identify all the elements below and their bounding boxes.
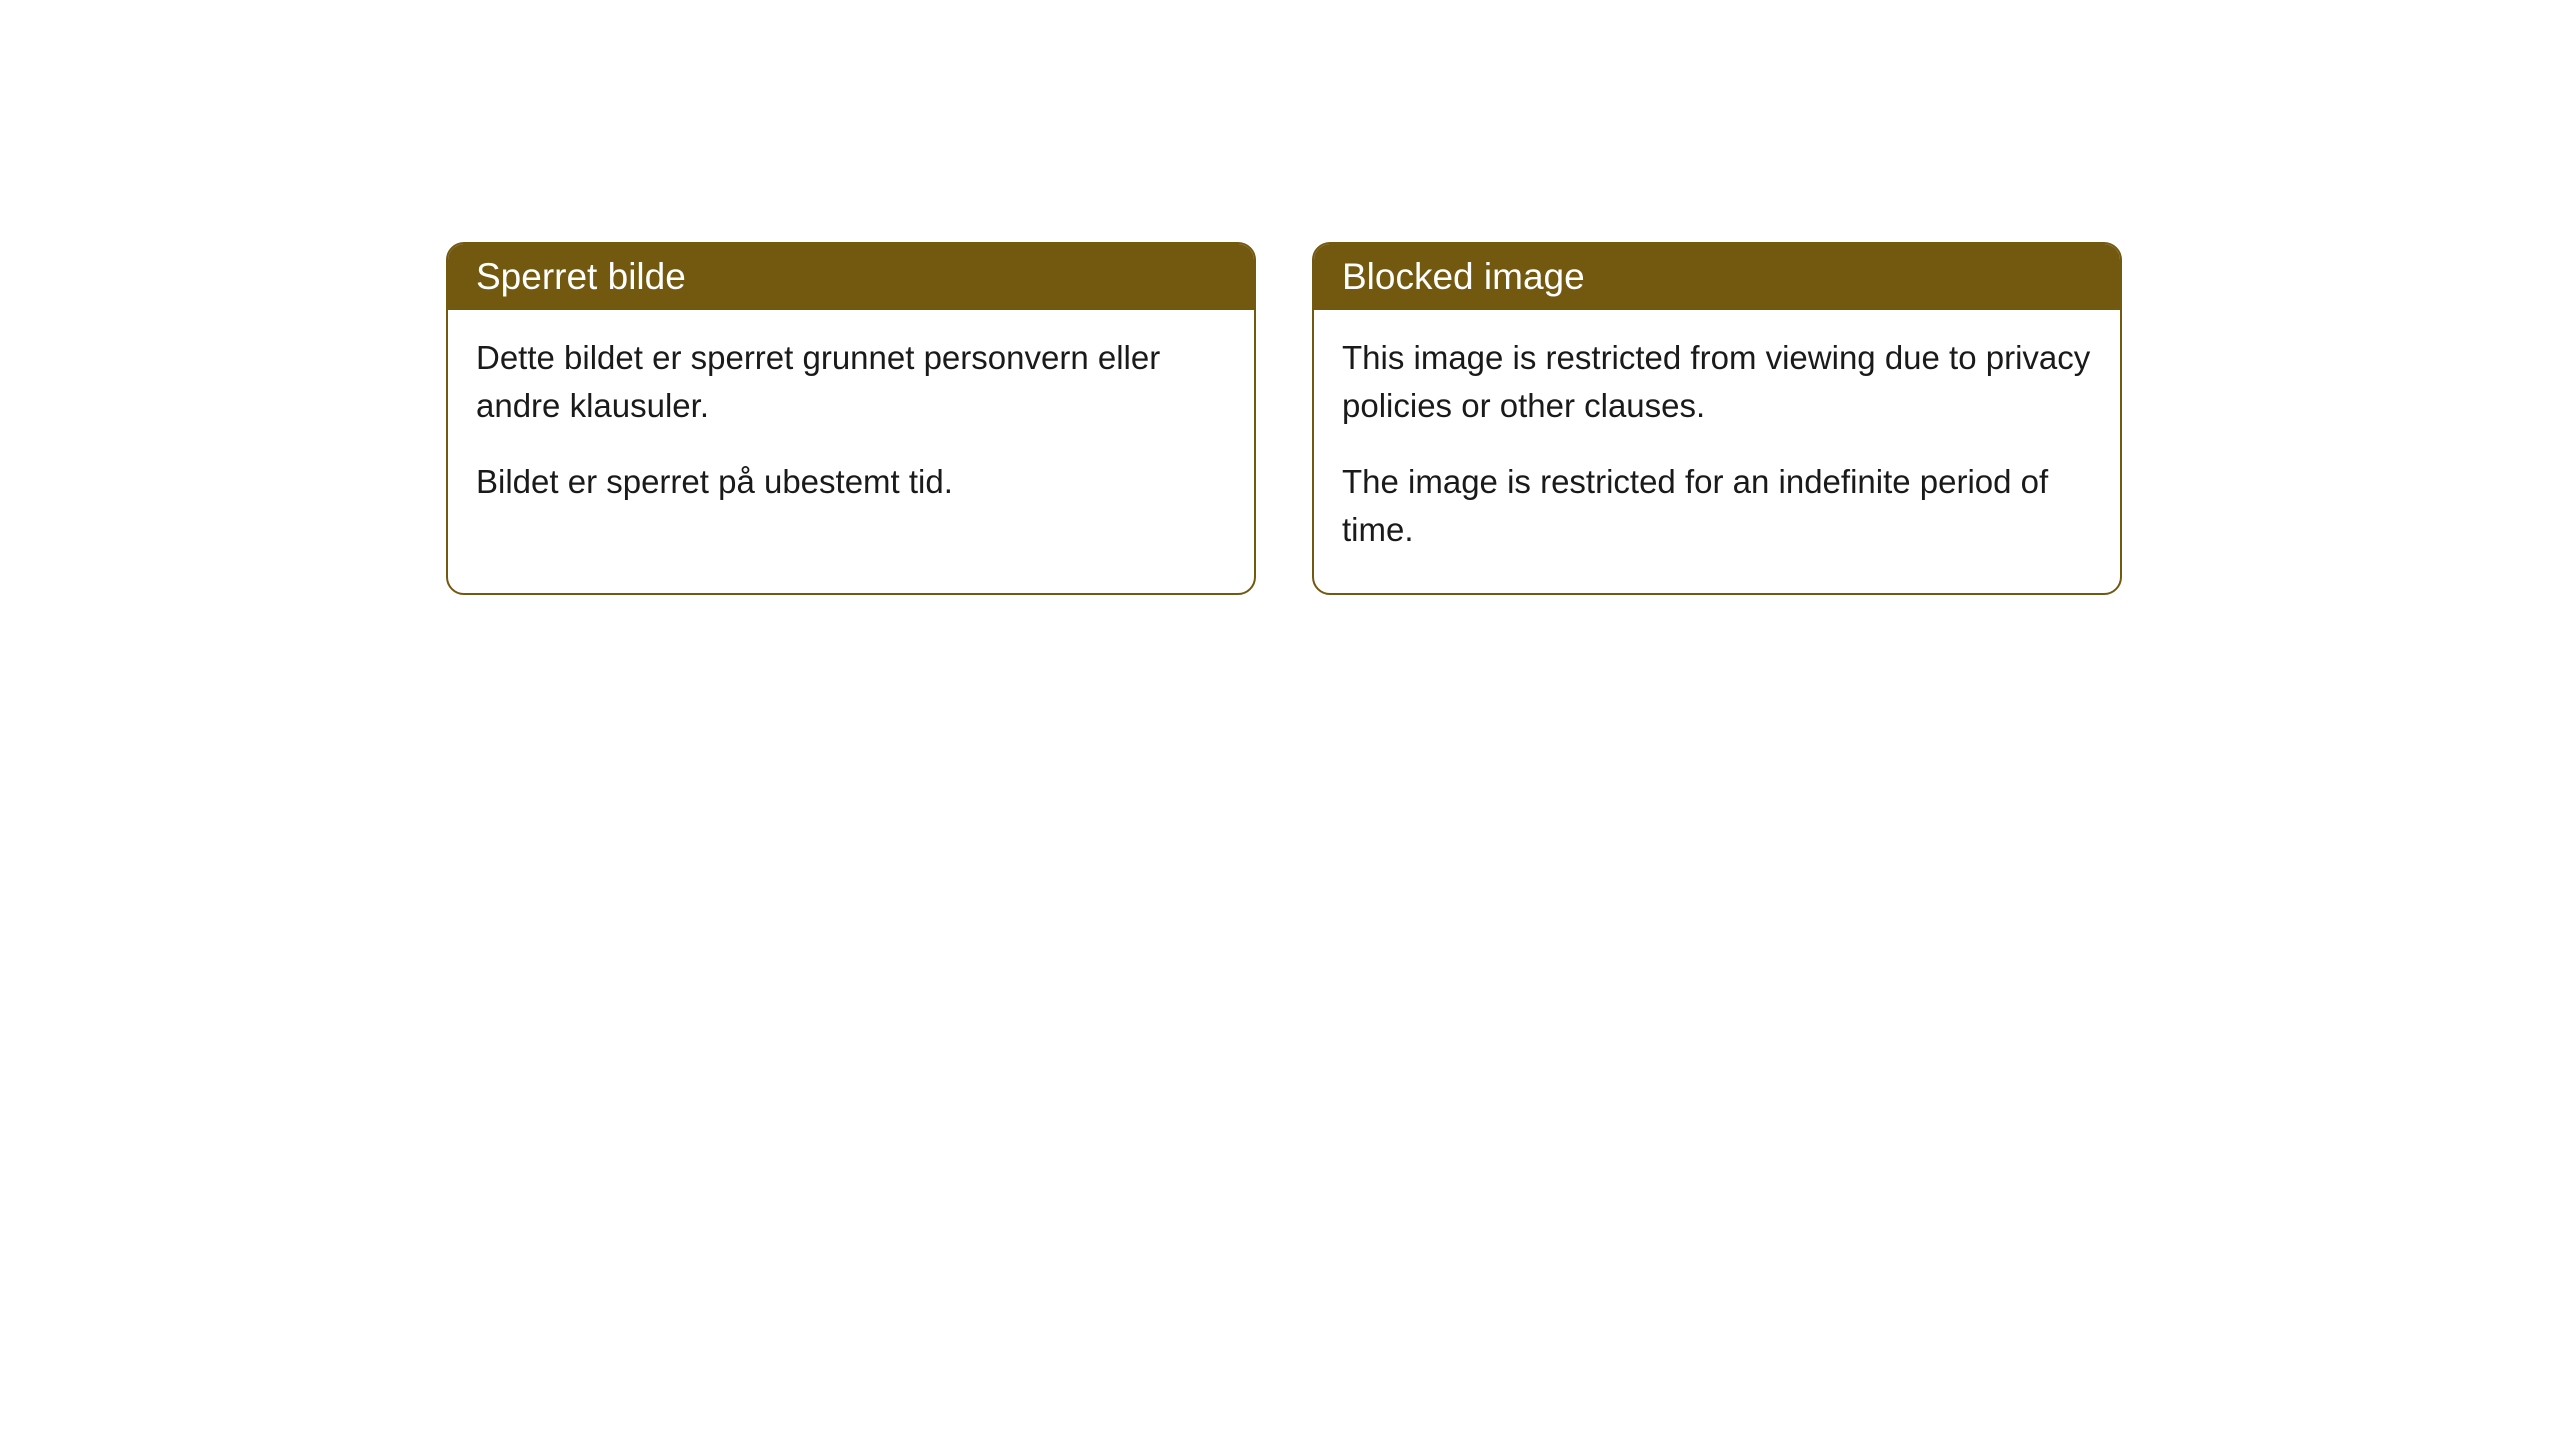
card-body-en: This image is restricted from viewing du…	[1314, 310, 2120, 593]
notice-cards-container: Sperret bilde Dette bildet er sperret gr…	[446, 242, 2122, 595]
card-body-no: Dette bildet er sperret grunnet personve…	[448, 310, 1254, 546]
notice-card-en: Blocked image This image is restricted f…	[1312, 242, 2122, 595]
card-header-en: Blocked image	[1314, 244, 2120, 310]
card-text-en-1: This image is restricted from viewing du…	[1342, 334, 2092, 430]
card-text-no-2: Bildet er sperret på ubestemt tid.	[476, 458, 1226, 506]
card-title-no: Sperret bilde	[476, 256, 686, 297]
notice-card-no: Sperret bilde Dette bildet er sperret gr…	[446, 242, 1256, 595]
card-text-no-1: Dette bildet er sperret grunnet personve…	[476, 334, 1226, 430]
card-header-no: Sperret bilde	[448, 244, 1254, 310]
card-title-en: Blocked image	[1342, 256, 1585, 297]
card-text-en-2: The image is restricted for an indefinit…	[1342, 458, 2092, 554]
